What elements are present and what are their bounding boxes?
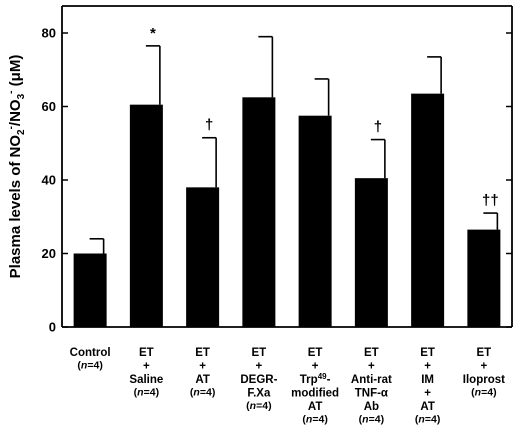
- category-label-line: AT: [195, 374, 209, 386]
- significance-marker: †: [205, 117, 213, 134]
- category-label-line: ET: [308, 347, 323, 359]
- bar: [129, 104, 163, 327]
- y-axis-label: Plasma levels of NO2-/NO3- (μM): [6, 55, 27, 279]
- error-bars: [89, 35, 499, 254]
- category-label-line: AT: [308, 401, 322, 413]
- category-label-line: ET: [477, 347, 492, 359]
- sample-size-label: (n=4): [246, 400, 271, 412]
- axes: [61, 5, 513, 328]
- category-label-line: Control: [70, 347, 111, 359]
- category-label-line: Ab: [364, 401, 379, 413]
- significance-marker: *: [150, 25, 156, 42]
- sample-size-label: (n=4): [359, 414, 384, 426]
- category-label-line: +: [481, 361, 488, 373]
- category-label-line: Iloprost: [463, 374, 505, 386]
- significance-markers: *† †††: [150, 25, 499, 209]
- category-label-line: ET: [420, 347, 435, 359]
- category-label-line: ET: [252, 347, 267, 359]
- category-label-line: IM: [421, 374, 434, 386]
- sample-size-label: (n=4): [302, 414, 327, 426]
- category-label-line: modified: [291, 388, 339, 400]
- category-label-line: DEGR-: [240, 374, 277, 386]
- significance-marker: ††: [482, 192, 499, 209]
- y-tick-label: 80: [42, 26, 56, 41]
- y-tick-label: 0: [49, 320, 56, 335]
- sample-size-label: (n=4): [471, 387, 496, 399]
- y-tick-label: 20: [42, 246, 56, 261]
- category-label-line: ET: [139, 347, 154, 359]
- sample-size-label: (n=4): [134, 387, 159, 399]
- y-tick-label: 60: [42, 99, 56, 114]
- category-label-line: +: [199, 361, 206, 373]
- category-label-line: F.Xa: [247, 388, 271, 400]
- category-label-line: ET: [195, 347, 210, 359]
- category-label-line: AT: [420, 401, 434, 413]
- x-category-labels: Control(n=4)ET+Saline(n=4)ET+AT(n=4)ET+D…: [70, 347, 505, 426]
- significance-marker: †: [374, 119, 382, 136]
- y-ticks: 0 20 40 60 80: [42, 26, 512, 335]
- bar: [73, 253, 107, 327]
- bars: [73, 93, 501, 327]
- sample-size-label: (n=4): [190, 387, 215, 399]
- category-label-line: +: [424, 361, 431, 373]
- category-label-line: +: [256, 361, 263, 373]
- bar: [186, 187, 220, 327]
- bar: [242, 97, 276, 327]
- category-label-line: +: [368, 361, 375, 373]
- bar: [411, 93, 445, 327]
- category-label-line: +: [424, 388, 431, 400]
- category-label-line: Trp49-: [300, 372, 331, 386]
- category-label-line: +: [312, 361, 319, 373]
- category-label-line: Saline: [129, 374, 163, 386]
- y-axis-label-group: Plasma levels of NO2-/NO3- (μM): [6, 55, 27, 279]
- y-tick-label: 40: [42, 173, 56, 188]
- bar: [298, 115, 332, 327]
- category-label-line: TNF-α: [355, 388, 388, 400]
- category-label-line: Anti-rat: [351, 374, 392, 386]
- bar: [467, 229, 501, 327]
- sample-size-label: (n=4): [77, 360, 102, 372]
- bar: [354, 178, 388, 327]
- category-label-line: ET: [364, 347, 379, 359]
- category-label-line: +: [143, 361, 150, 373]
- sample-size-label: (n=4): [415, 414, 440, 426]
